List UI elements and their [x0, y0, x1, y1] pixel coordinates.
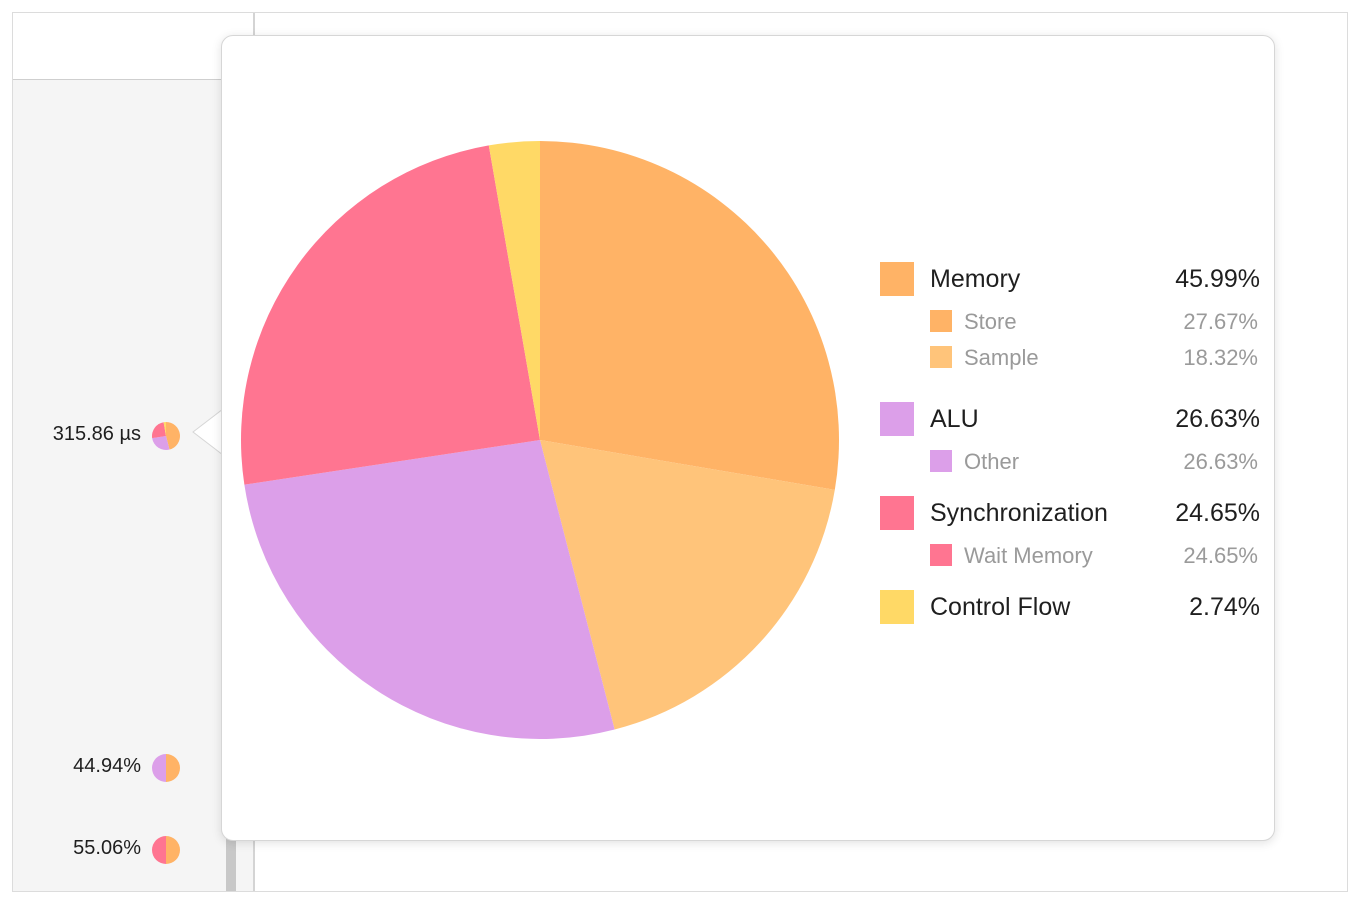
mini-pie-slice-3 [163, 422, 166, 436]
legend-subitem: Wait Memory 24.65% [880, 542, 1260, 578]
legend-label: Synchronization [930, 499, 1108, 527]
legend-swatch [930, 450, 952, 472]
window-frame: 315.86 µs 44.94% 55.06% Memory 45.99% St… [12, 12, 1348, 892]
legend-swatch [880, 496, 914, 530]
legend-label: Memory [930, 265, 1021, 293]
legend-swatch [930, 346, 952, 368]
legend-label: Wait Memory [964, 543, 1093, 568]
legend-value: 27.67% [1183, 309, 1258, 334]
legend-value: 26.63% [1175, 405, 1260, 433]
legend-item: Memory 45.99% [880, 262, 1260, 308]
row-mini-pie-icon[interactable] [151, 835, 181, 865]
legend-subitem: Store 27.67% [880, 308, 1260, 344]
mini-pie-slice-0 [166, 754, 180, 782]
legend-value: 24.65% [1183, 543, 1258, 568]
pie-slice-other [244, 440, 615, 739]
row-label-percent: 55.06% [73, 837, 141, 859]
row-label-percent: 44.94% [73, 755, 141, 777]
chart-popover: Memory 45.99% Store 27.67% Sample 18.32%… [221, 35, 1275, 841]
scrollbar[interactable] [226, 833, 236, 891]
popover-arrow [192, 409, 223, 455]
pie-slice-wait-memory [240, 145, 540, 485]
pie-slice-store [540, 141, 839, 490]
pie-slice-sample [540, 440, 835, 730]
left-panel [13, 13, 253, 891]
legend-swatch [880, 402, 914, 436]
legend-item: Synchronization 24.65% [880, 496, 1260, 542]
legend-subitem: Sample 18.32% [880, 344, 1260, 380]
mini-pie-slice-0 [166, 422, 180, 450]
mini-pie-slice-1 [152, 436, 170, 450]
legend-value: 45.99% [1175, 265, 1260, 293]
legend-item: Control Flow 2.74% [880, 590, 1260, 636]
left-panel-header [13, 13, 253, 80]
mini-pie-slice-1 [152, 754, 166, 782]
legend-value: 2.74% [1189, 593, 1260, 621]
legend-label: Control Flow [930, 593, 1071, 621]
chart-legend: Memory 45.99% Store 27.67% Sample 18.32%… [880, 262, 1260, 636]
legend-label: Other [964, 449, 1020, 474]
row-label-duration: 315.86 µs [52, 423, 141, 445]
legend-value: 18.32% [1183, 345, 1258, 370]
pie-slice-control-flow [488, 141, 540, 440]
pie-chart [240, 141, 839, 739]
legend-label: Store [964, 309, 1017, 334]
legend-swatch [880, 590, 914, 624]
legend-item: ALU 26.63% [880, 402, 1260, 448]
row-mini-pie-icon[interactable] [151, 421, 181, 451]
legend-swatch [930, 310, 952, 332]
mini-pie-slice-0 [166, 836, 180, 864]
row-mini-pie-icon[interactable] [151, 753, 181, 783]
legend-subitem: Other 26.63% [880, 448, 1260, 484]
legend-label: ALU [930, 405, 979, 433]
mini-pie-slice-2 [152, 422, 166, 439]
mini-pie-slice-1 [152, 836, 166, 864]
legend-value: 26.63% [1183, 449, 1258, 474]
legend-swatch [930, 544, 952, 566]
legend-value: 24.65% [1175, 499, 1260, 527]
legend-swatch [880, 262, 914, 296]
legend-label: Sample [964, 345, 1039, 370]
